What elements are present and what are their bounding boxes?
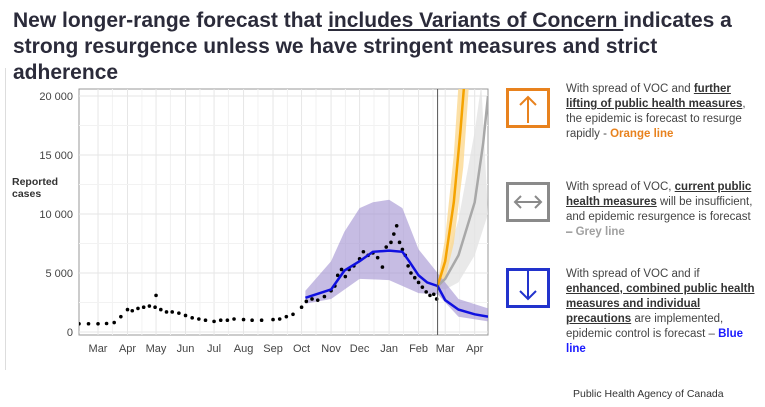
observed-point: [225, 318, 230, 323]
y-tick-label: 5 000: [45, 268, 73, 280]
observed-point: [190, 316, 194, 320]
observed-point: [147, 304, 152, 308]
observed-point: [96, 321, 100, 326]
observed-point: [343, 274, 348, 279]
x-tick-label: Apr: [119, 343, 136, 355]
observed-point: [241, 317, 246, 322]
observed-point: [232, 317, 236, 321]
observed-point: [112, 320, 116, 325]
observed-point: [125, 307, 130, 312]
observed-point: [412, 275, 417, 280]
blue-band: [305, 199, 488, 322]
observed-point: [392, 232, 396, 236]
observed-point: [277, 317, 282, 321]
observed-point: [361, 249, 366, 254]
frame-line: [5, 68, 6, 370]
observed-point: [291, 312, 295, 317]
observed-point: [130, 308, 135, 313]
observed-point: [375, 255, 380, 260]
x-tick-label: Nov: [321, 343, 341, 355]
observed-point: [218, 318, 223, 323]
observed-point: [394, 224, 399, 228]
x-tick-label: Jul: [207, 343, 221, 355]
orange-line: [436, 89, 466, 287]
observed-point: [141, 305, 146, 310]
y-tick-label: 0: [67, 327, 73, 339]
x-tick-label: Jun: [177, 343, 195, 355]
legend-grey: With spread of VOC, current public healt…: [566, 181, 753, 238]
observed-point: [170, 310, 175, 314]
observed-point: [339, 267, 344, 272]
observed-point: [428, 293, 432, 298]
observed-point: [389, 240, 393, 245]
observed-point: [304, 299, 309, 304]
x-tick-label: Mar: [89, 343, 108, 355]
observed-point: [335, 273, 340, 278]
x-tick-label: Dec: [350, 343, 370, 355]
grey-band: [437, 89, 488, 290]
y-tick-label: 10 000: [39, 209, 73, 221]
observed-point: [259, 318, 264, 323]
x-tick-label: May: [146, 343, 167, 355]
y-tick-label: 20 000: [39, 91, 73, 103]
observed-point: [397, 240, 402, 245]
observed-point: [424, 290, 428, 294]
arrow-down-icon: [506, 267, 550, 308]
legend-orange: With spread of VOC and further lifting o…: [566, 83, 746, 140]
observed-point: [159, 307, 163, 312]
observed-point: [315, 298, 320, 302]
observed-point: [203, 318, 208, 323]
observed-point: [299, 305, 304, 310]
observed-point: [136, 306, 140, 311]
x-tick-label: Aug: [234, 343, 254, 355]
observed-point: [310, 297, 314, 301]
observed-point: [104, 321, 109, 326]
chart: Mar Apr May Jun Jul Aug Sep Oct Nov Dec Jan Feb Mar A…: [39, 88, 489, 355]
observed-point: [212, 319, 216, 324]
observed-point: [183, 313, 188, 318]
observed-point: [79, 321, 81, 326]
observed-point: [284, 314, 289, 319]
observed-point: [384, 245, 389, 249]
observed-point: [406, 264, 410, 268]
blue-line: [305, 249, 488, 318]
observed-point: [416, 280, 421, 285]
observed-point: [322, 294, 327, 299]
arrow-up-icon: [506, 88, 550, 128]
x-tick-label: Mar: [436, 343, 455, 355]
observed-point: [86, 321, 91, 326]
arrow-left-right-icon: [506, 182, 550, 222]
observed-point: [177, 311, 181, 315]
y-axis-label: Reported cases: [12, 176, 59, 200]
x-tick-label: Feb: [409, 343, 428, 355]
observed-point: [431, 292, 436, 297]
observed-point: [409, 271, 413, 275]
observed-point: [154, 293, 158, 298]
observed-point: [250, 318, 254, 323]
grey-line: [436, 95, 488, 287]
y-tick-label: 15 000: [39, 150, 73, 162]
observed-point: [420, 285, 425, 289]
x-tick-label: Oct: [293, 343, 310, 355]
observed-point: [164, 310, 169, 314]
x-tick-label: Apr: [466, 343, 483, 355]
observed-point: [271, 317, 275, 322]
observed-point: [153, 305, 157, 310]
footer-source: Public Health Agency of Canada: [573, 388, 724, 400]
x-tick-label: Sep: [263, 343, 283, 355]
observed-point: [119, 314, 123, 319]
observed-point: [380, 265, 385, 269]
observed-point: [400, 247, 405, 252]
observed-point: [197, 317, 201, 321]
page-title: New longer-range forecast that includes …: [13, 9, 732, 84]
plot-area: [78, 88, 489, 336]
x-tick-label: Jan: [380, 343, 398, 355]
legend-blue: With spread of VOC and if enhanced, comb…: [566, 268, 755, 355]
